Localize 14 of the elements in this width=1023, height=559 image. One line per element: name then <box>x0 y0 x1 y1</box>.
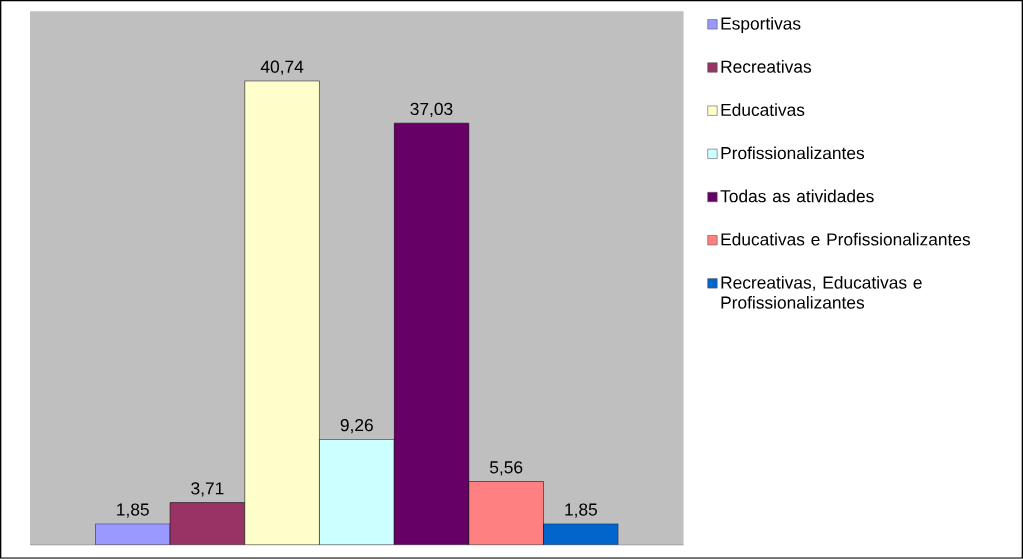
data-label: 40,74 <box>260 60 304 75</box>
data-label: 37,03 <box>410 102 453 118</box>
legend-label: Educativas <box>721 103 805 117</box>
data-label: 1,85 <box>117 503 149 518</box>
legend-label: Recreativas <box>721 60 812 73</box>
legend-label: Esportivas <box>721 17 801 34</box>
legend-label: Recreativas, Educativas e Profissionalizantes <box>721 276 922 309</box>
legend-label: Educativas e Profissionalizantes <box>721 232 971 246</box>
legend-label: Todas as atividades <box>720 189 874 203</box>
legend-label: Profissionalizantes <box>721 146 865 160</box>
data-label: 5,56 <box>489 461 523 476</box>
data-label: 1,85 <box>565 503 597 518</box>
data-label: 3,71 <box>191 482 224 497</box>
data-label: 9,26 <box>340 419 373 434</box>
